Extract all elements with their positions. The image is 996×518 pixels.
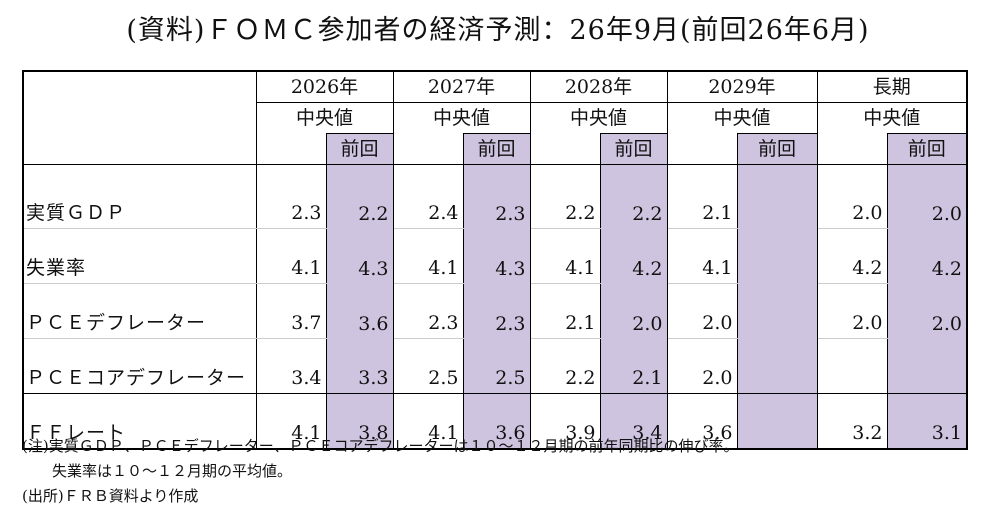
row-label: ＰＣＥデフレーター (23, 283, 257, 339)
prev-value-cell: 2.3 (462, 283, 531, 339)
prev-value-cell: 3.6 (325, 283, 394, 339)
median-value-cell: 4.1 (256, 228, 326, 284)
median-header: 中央値 (530, 102, 668, 134)
prev-header: 前回 (462, 133, 531, 165)
median-value-cell: 3.4 (256, 338, 326, 394)
prev-value-cell (886, 338, 967, 394)
note-line: (注)実質ＧＤＰ、ＰＣＥデフレーター、ＰＣＥコアデフレーターは１０～１２月期の前… (22, 437, 739, 455)
median-value-cell: 4.1 (291, 422, 322, 444)
prev-value-cell: 4.3 (462, 228, 531, 284)
median-header: 中央値 (256, 102, 394, 134)
prev-header: 前回 (886, 133, 967, 165)
forecast-table: 2026年 2027年 2028年 2029年 長期 中央値 中央値 中央値 中… (22, 70, 968, 450)
prev-value-cell: 2.1 (599, 338, 668, 394)
median-value-cell: 4.2 (817, 228, 887, 284)
row-label: ＦＦレート (23, 393, 257, 449)
table-row: 実質ＧＤＰ 2.3 2.2 2.4 2.3 2.2 2.2 2.1 2.0 2.0 (23, 164, 967, 229)
year-header: 2029年 (667, 71, 818, 103)
header-median-row: 中央値 中央値 中央値 中央値 中央値 (23, 102, 967, 134)
prev-value-cell: 2.0 (886, 164, 967, 229)
median-value-cell (817, 338, 887, 394)
median-value-cell: 2.0 (817, 283, 887, 339)
header-years-row: 2026年 2027年 2028年 2029年 長期 (23, 71, 967, 165)
prev-value-cell: 2.2 (599, 164, 668, 229)
prev-value-cell: 2.3 (462, 164, 531, 229)
median-value-cell: 2.5 (393, 338, 463, 394)
prev-value-cell: 4.2 (886, 228, 967, 284)
median-value-cell: 2.0 (817, 164, 887, 229)
year-header: 2028年 (530, 71, 668, 103)
row-label: ＰＣＥコアデフレーター (23, 338, 257, 394)
header-corner (23, 71, 257, 165)
prev-value-cell (736, 283, 818, 339)
median-value-cell: 2.0 (667, 338, 737, 394)
prev-value-cell (736, 393, 818, 449)
median-value-cell: 2.3 (256, 164, 326, 229)
year-header: 長期 (817, 71, 967, 103)
prev-value-cell: 2.5 (462, 338, 531, 394)
median-value-cell: 3.7 (256, 283, 326, 339)
median-value-cell: 2.1 (530, 283, 600, 339)
median-value-cell: 4.1 (428, 422, 459, 444)
median-value-cell: 2.3 (393, 283, 463, 339)
year-header: 2027年 (393, 71, 531, 103)
median-header: 中央値 (863, 107, 921, 129)
source-line: (出所)ＦＲＢ資料より作成 (22, 487, 199, 505)
note-line: 失業率は１０～１２月期の平均値。 (52, 462, 293, 480)
header-prev-row: 前回 前回 前回 前回 前回 (23, 133, 967, 165)
table-row: ＰＣＥコアデフレーター 3.4 3.3 2.5 2.5 2.2 2.1 2.0 (23, 338, 967, 394)
table-row: 失業率 4.1 4.3 4.1 4.3 4.1 4.2 4.1 4.2 4.2 (23, 228, 967, 284)
prev-value-cell (736, 338, 818, 394)
page-title: (資料)ＦＯＭＣ参加者の経済予測：26年9月(前回26年6月) (126, 15, 870, 46)
median-value-cell: 3.6 (702, 422, 733, 444)
prev-value-cell: 4.3 (325, 228, 394, 284)
prev-value-cell: 3.1 (886, 393, 967, 449)
prev-header: 前回 (599, 133, 668, 165)
footnotes: (注)実質ＧＤＰ、ＰＣＥデフレーター、ＰＣＥコアデフレーターは１０～１２月期の前… (22, 434, 739, 509)
row-label: 実質ＧＤＰ (23, 164, 257, 229)
year-header: 2026年 (256, 71, 394, 103)
median-value-cell: 4.1 (530, 228, 600, 284)
median-value-cell: 3.9 (565, 422, 596, 444)
median-value-cell: 4.1 (667, 228, 737, 284)
median-header: 中央値 (393, 102, 531, 134)
prev-value-cell: 3.6 (462, 393, 531, 449)
median-value-cell: 2.2 (530, 164, 600, 229)
prev-value-cell: 2.0 (599, 283, 668, 339)
median-value-cell: 2.1 (667, 164, 737, 229)
median-value-cell: 2.4 (393, 164, 463, 229)
prev-value-cell: 2.0 (886, 283, 967, 339)
prev-value-cell: 3.3 (325, 338, 394, 394)
prev-value-cell: 3.8 (325, 393, 394, 449)
row-label: 失業率 (23, 228, 257, 284)
prev-header: 前回 (736, 133, 818, 165)
prev-value-cell: 4.2 (599, 228, 668, 284)
table-row: ＰＣＥデフレーター 3.7 3.6 2.3 2.3 2.1 2.0 2.0 2.0 2.0 (23, 283, 967, 339)
median-header: 中央値 (667, 102, 818, 134)
median-value-cell: 2.2 (530, 338, 600, 394)
prev-value-cell (736, 228, 818, 284)
prev-value-cell (736, 164, 818, 229)
median-value-cell: 4.1 (393, 228, 463, 284)
prev-value-cell: 2.2 (325, 164, 394, 229)
median-value-cell: 3.2 (852, 422, 883, 444)
prev-header: 前回 (325, 133, 394, 165)
median-value-cell: 2.0 (667, 283, 737, 339)
table-row: ＦＦレート 4.1 3.8 4.1 3.6 3.9 3.4 3.6 3.2 3.1 (23, 393, 967, 449)
prev-value-cell: 3.4 (599, 393, 668, 449)
